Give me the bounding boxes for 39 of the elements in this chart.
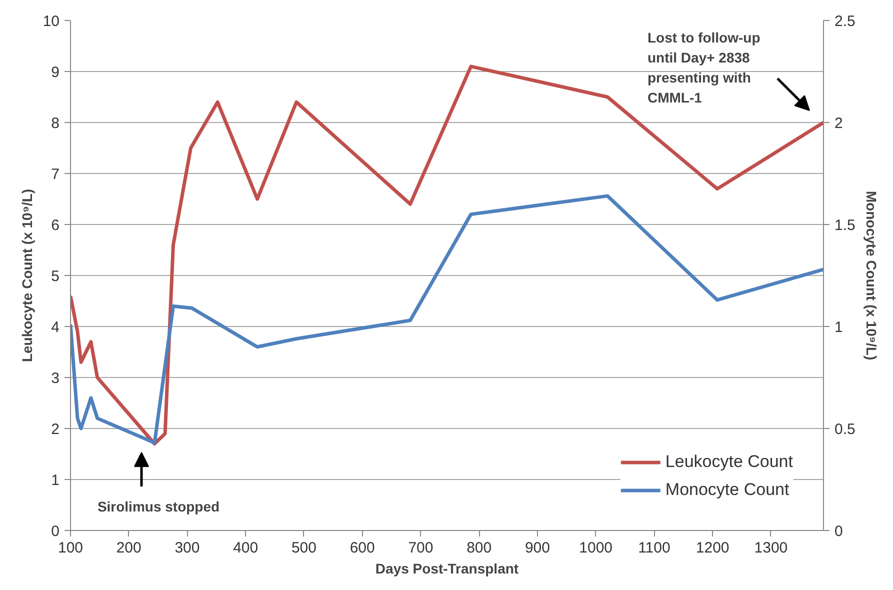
y-tick-label: 2: [51, 421, 60, 438]
y-tick-label: 4: [51, 319, 60, 336]
annotation: Lost to follow-up until Day+ 2838 presenting with CMML-1: [648, 30, 760, 106]
y-tick-label: 9: [51, 64, 60, 81]
x-tick-label: 800: [466, 540, 492, 556]
y2-tick-label: 1.5: [834, 217, 856, 234]
y-tick-label: 1: [51, 472, 60, 489]
x-tick-label: 1100: [638, 540, 670, 556]
y2-axis-title: Monocyte Count (x 10⁹/L): [863, 190, 880, 360]
x-tick-label: 600: [350, 540, 375, 556]
y2-tick-label: 2.5: [834, 13, 856, 30]
annotation: Sirolimus stopped: [97, 498, 220, 514]
y2-tick-label: 0.5: [834, 421, 856, 438]
y-tick-label: 0: [51, 523, 60, 540]
y-tick-label: 5: [51, 268, 60, 285]
y-tick-label: 10: [42, 13, 60, 30]
x-tick-label: 1200: [696, 540, 730, 556]
x-tick-label: 1000: [579, 540, 613, 556]
x-tick-label: 100: [58, 540, 84, 556]
x-tick-label: 1300: [754, 540, 788, 556]
x-tick-label: 300: [174, 540, 200, 556]
y-tick-label: 6: [51, 217, 60, 234]
x-tick-label: 900: [524, 540, 550, 556]
x-tick-label: 400: [233, 540, 258, 556]
x-tick-label: 200: [116, 540, 142, 556]
line-series: [70, 194, 824, 445]
x-axis-title: Days Post-Transplant: [375, 560, 519, 576]
y-tick-label: 7: [51, 166, 60, 183]
y2-tick-label: 1: [834, 319, 843, 336]
y2-tick-label: 0: [834, 523, 843, 540]
y2-tick-label: 2: [834, 115, 843, 132]
y-axis-title: Leukocyte Count (x 10⁹/L): [18, 188, 35, 362]
legend-label: Monocyte Count: [665, 480, 790, 500]
line-series: [70, 64, 824, 446]
x-tick-label: 500: [291, 540, 317, 556]
legend-label: Leukocyte Count: [665, 452, 793, 472]
y-tick-label: 8: [51, 115, 60, 132]
y-tick-label: 3: [51, 370, 60, 387]
x-tick-label: 700: [408, 540, 434, 556]
